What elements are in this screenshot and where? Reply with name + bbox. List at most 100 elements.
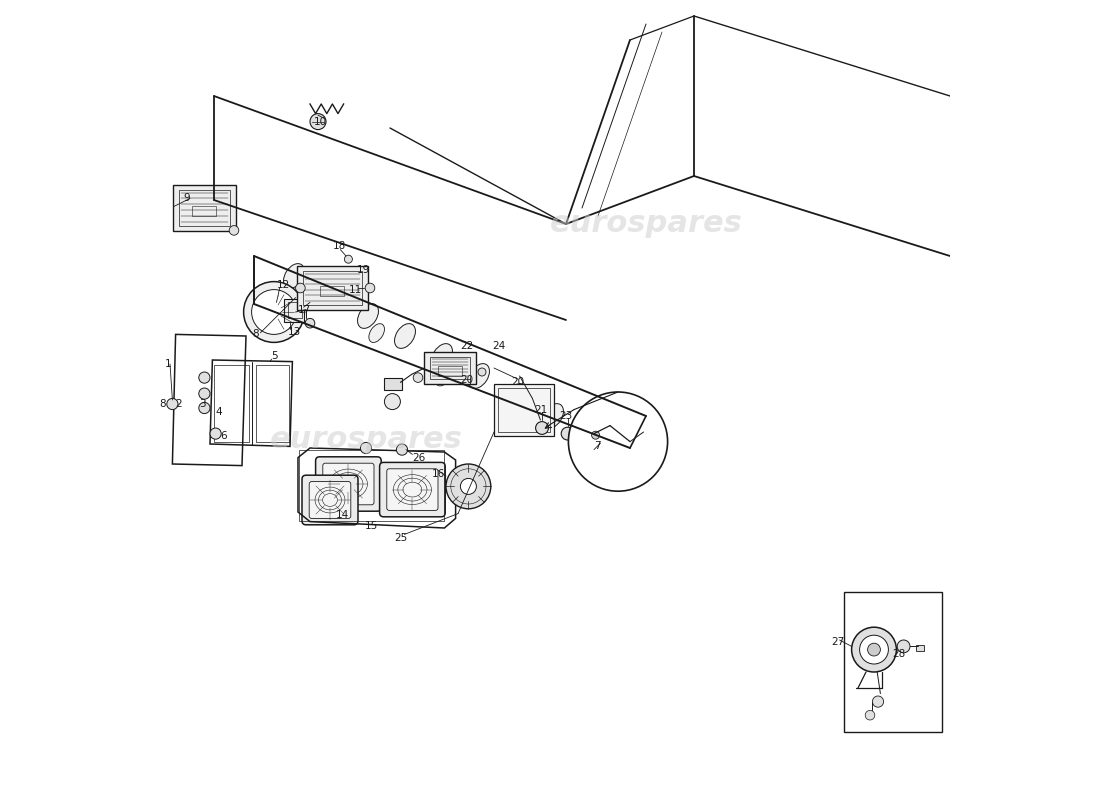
Ellipse shape bbox=[431, 344, 452, 368]
Bar bbox=[320, 286, 344, 296]
FancyBboxPatch shape bbox=[309, 482, 351, 518]
Text: 12: 12 bbox=[276, 280, 289, 290]
Text: 8: 8 bbox=[160, 399, 166, 409]
Text: 6: 6 bbox=[220, 431, 227, 441]
Circle shape bbox=[872, 696, 883, 707]
Circle shape bbox=[446, 464, 491, 509]
Bar bbox=[285, 299, 305, 322]
Circle shape bbox=[296, 283, 305, 293]
Text: 20: 20 bbox=[512, 378, 525, 387]
Text: 24: 24 bbox=[493, 341, 506, 350]
Ellipse shape bbox=[368, 324, 385, 342]
Circle shape bbox=[199, 388, 210, 399]
FancyBboxPatch shape bbox=[387, 469, 438, 510]
Circle shape bbox=[898, 640, 910, 653]
Bar bbox=[214, 365, 250, 442]
Circle shape bbox=[414, 373, 422, 382]
Circle shape bbox=[561, 427, 574, 440]
Text: 18: 18 bbox=[332, 242, 345, 251]
Text: 3: 3 bbox=[199, 399, 206, 409]
Bar bbox=[179, 190, 230, 226]
Bar bbox=[192, 206, 217, 216]
Circle shape bbox=[344, 255, 352, 263]
Circle shape bbox=[384, 394, 400, 410]
Circle shape bbox=[167, 398, 178, 410]
Circle shape bbox=[851, 627, 896, 672]
Text: 25: 25 bbox=[394, 533, 407, 542]
Text: 23: 23 bbox=[560, 411, 573, 421]
Text: 4: 4 bbox=[216, 407, 222, 417]
Circle shape bbox=[478, 368, 486, 376]
Bar bbox=[424, 352, 476, 384]
Circle shape bbox=[396, 444, 408, 455]
Circle shape bbox=[365, 283, 375, 293]
Circle shape bbox=[866, 710, 874, 720]
Circle shape bbox=[868, 643, 880, 656]
Bar bbox=[297, 266, 367, 310]
Text: 7: 7 bbox=[594, 442, 601, 451]
Text: eurospares: eurospares bbox=[550, 210, 742, 238]
Circle shape bbox=[252, 290, 296, 334]
Ellipse shape bbox=[436, 367, 451, 386]
Bar bbox=[287, 302, 303, 318]
Circle shape bbox=[361, 442, 372, 454]
Text: 16: 16 bbox=[431, 469, 444, 478]
Bar bbox=[255, 365, 289, 442]
FancyBboxPatch shape bbox=[379, 462, 446, 517]
Text: 5: 5 bbox=[272, 351, 278, 361]
Bar bbox=[299, 450, 444, 521]
Ellipse shape bbox=[358, 304, 378, 328]
Ellipse shape bbox=[580, 424, 601, 448]
Bar bbox=[173, 185, 235, 231]
Text: 28: 28 bbox=[892, 650, 905, 659]
Circle shape bbox=[569, 392, 668, 491]
Ellipse shape bbox=[395, 324, 416, 348]
Ellipse shape bbox=[506, 384, 527, 408]
Text: 27: 27 bbox=[832, 637, 845, 646]
Circle shape bbox=[305, 318, 315, 328]
Circle shape bbox=[210, 428, 221, 439]
Text: 13: 13 bbox=[287, 327, 301, 337]
Ellipse shape bbox=[320, 284, 341, 308]
Bar bbox=[430, 357, 471, 379]
Text: 10: 10 bbox=[314, 117, 327, 126]
Circle shape bbox=[859, 635, 889, 664]
Text: 15: 15 bbox=[364, 521, 377, 530]
Text: 19: 19 bbox=[356, 266, 370, 275]
Bar bbox=[384, 378, 402, 390]
Circle shape bbox=[199, 372, 210, 383]
Bar bbox=[498, 388, 550, 432]
Bar bbox=[494, 384, 554, 436]
Ellipse shape bbox=[469, 364, 490, 388]
Circle shape bbox=[536, 422, 549, 434]
Circle shape bbox=[243, 282, 305, 342]
Text: 22: 22 bbox=[461, 341, 474, 350]
Text: 20: 20 bbox=[461, 375, 473, 385]
Text: 9: 9 bbox=[184, 194, 190, 203]
Circle shape bbox=[592, 431, 600, 439]
Text: eurospares: eurospares bbox=[270, 426, 462, 454]
Text: 17: 17 bbox=[298, 306, 311, 315]
Text: 1: 1 bbox=[164, 359, 170, 369]
Text: 21: 21 bbox=[534, 406, 548, 415]
Text: 2: 2 bbox=[176, 399, 183, 409]
Bar bbox=[916, 645, 924, 651]
Ellipse shape bbox=[284, 264, 305, 288]
Circle shape bbox=[199, 402, 210, 414]
Text: 26: 26 bbox=[412, 453, 426, 462]
Ellipse shape bbox=[503, 410, 518, 430]
Text: 11: 11 bbox=[349, 285, 362, 294]
Circle shape bbox=[310, 114, 326, 130]
FancyBboxPatch shape bbox=[316, 457, 382, 511]
Text: 14: 14 bbox=[336, 510, 349, 520]
Ellipse shape bbox=[542, 404, 563, 428]
Bar bbox=[438, 366, 462, 376]
Circle shape bbox=[461, 478, 476, 494]
Ellipse shape bbox=[302, 280, 318, 299]
Circle shape bbox=[229, 226, 239, 235]
FancyBboxPatch shape bbox=[302, 475, 358, 525]
Text: 8: 8 bbox=[252, 330, 258, 339]
Bar bbox=[845, 592, 942, 732]
Bar bbox=[302, 270, 362, 305]
FancyBboxPatch shape bbox=[322, 463, 374, 505]
